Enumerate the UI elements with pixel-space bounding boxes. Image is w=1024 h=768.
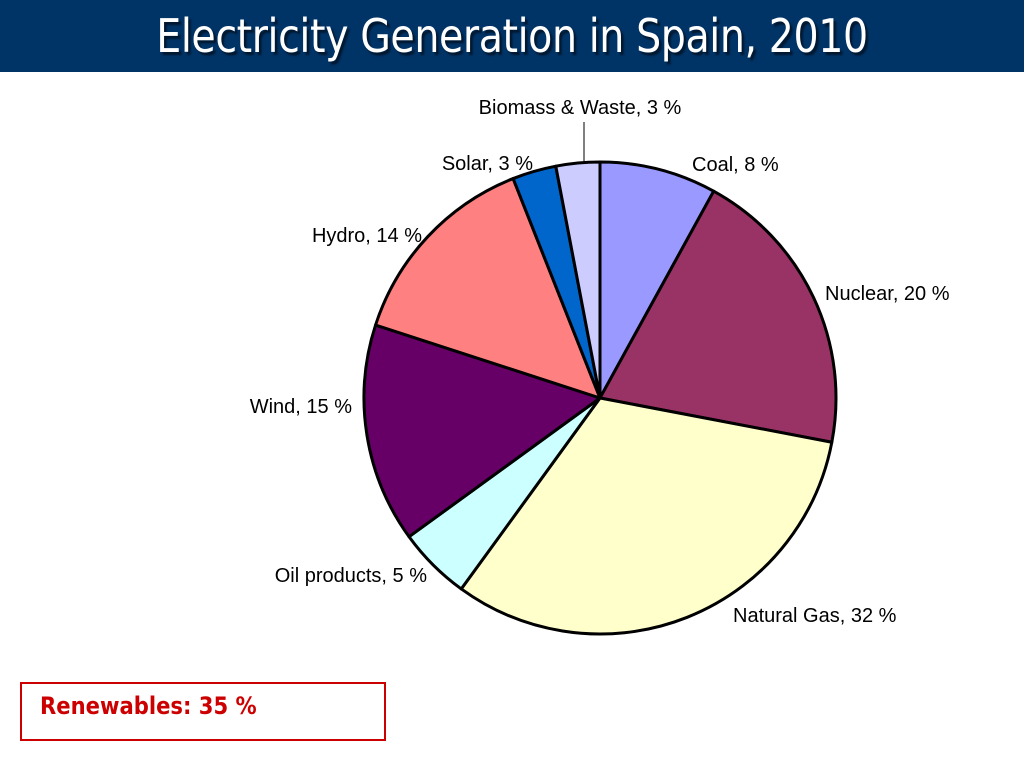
page-title: Electricity Generation in Spain, 2010 [156, 9, 868, 63]
slice-label-nuclear: Nuclear, 20 % [825, 283, 950, 305]
title-bar: Electricity Generation in Spain, 2010 [0, 0, 1024, 72]
pie-slice-wind [362, 323, 602, 539]
pie-slices [362, 160, 838, 636]
slice-label-wind: Wind, 15 % [250, 396, 352, 418]
renewables-note: Renewables: 35 % [40, 692, 257, 720]
pie-chart: Coal, 8 % Nuclear, 20 % Natural Gas, 32 % O… [250, 97, 950, 636]
pie-slice-biomass-waste [554, 160, 602, 400]
pie-slice-nuclear [598, 189, 838, 444]
slice-label-coal: Coal, 8 % [692, 154, 779, 176]
slice-label-natural-gas: Natural Gas, 32 % [733, 605, 897, 627]
pie-labels: Coal, 8 % Nuclear, 20 % Natural Gas, 32 % O… [250, 97, 950, 627]
slice-label-solar: Solar, 3 % [442, 153, 533, 175]
pie-slice-coal [598, 160, 716, 400]
pie-slice-hydro [374, 177, 602, 400]
renewables-note-box: Renewables: 35 % [20, 682, 386, 741]
slice-label-hydro: Hydro, 14 % [312, 225, 422, 247]
slice-label-biomass-waste: Biomass & Waste, 3 % [479, 97, 682, 119]
slice-label-oil-products: Oil products, 5 % [275, 565, 428, 587]
pie-slice-natural-gas [459, 396, 834, 636]
